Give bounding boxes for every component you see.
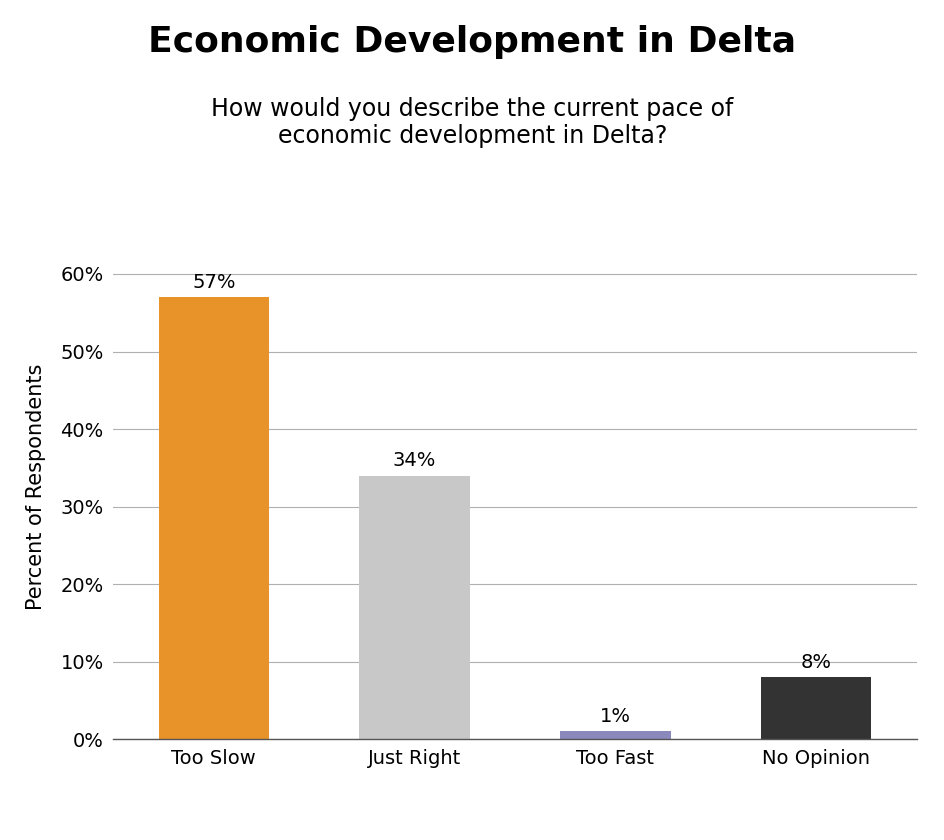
Text: 8%: 8% xyxy=(800,653,831,672)
Bar xyxy=(359,475,469,739)
Bar xyxy=(560,732,670,739)
Text: Economic Development in Delta: Economic Development in Delta xyxy=(148,25,796,59)
Bar xyxy=(159,297,269,739)
Bar xyxy=(760,677,870,739)
Text: How would you describe the current pace of
economic development in Delta?: How would you describe the current pace … xyxy=(211,97,733,149)
Text: 1%: 1% xyxy=(599,707,631,726)
Y-axis label: Percent of Respondents: Percent of Respondents xyxy=(26,364,46,611)
Text: 57%: 57% xyxy=(192,273,235,291)
Text: 34%: 34% xyxy=(393,451,436,470)
